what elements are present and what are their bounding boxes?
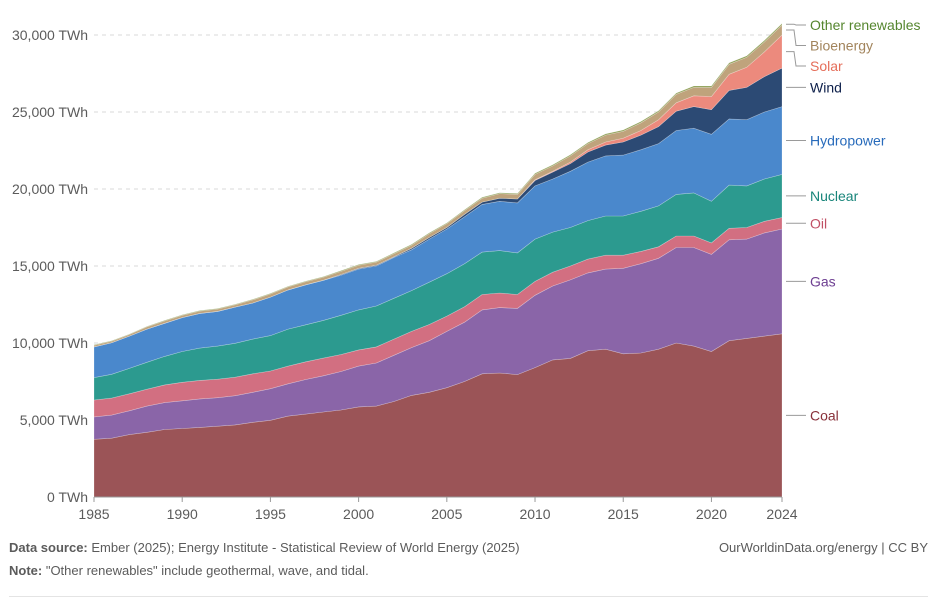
area-nuclear <box>93 174 783 401</box>
area-hydropower <box>93 106 783 378</box>
footer-divider <box>9 596 928 597</box>
legend-label-hydropower: Hydropower <box>810 132 886 148</box>
x-tick-label: 1985 <box>78 506 109 522</box>
data-source-label: Data source: <box>9 540 88 555</box>
y-tick-label: 0 TWh <box>47 489 88 505</box>
note-label: Note: <box>9 563 43 578</box>
x-tick-label: 2010 <box>519 506 550 522</box>
legend-connector <box>786 23 806 26</box>
y-tick-label: 30,000 TWh <box>12 27 88 43</box>
legend-label-bioenergy: Bioenergy <box>810 38 873 54</box>
x-tick-label: 2024 <box>766 506 797 522</box>
y-tick-label: 5,000 TWh <box>20 412 88 428</box>
legend-label-gas: Gas <box>810 273 836 289</box>
x-tick-label: 1995 <box>255 506 286 522</box>
legend-label-oil: Oil <box>810 215 827 231</box>
note-text: "Other renewables" include geothermal, w… <box>42 563 369 578</box>
legend-label-wind: Wind <box>810 79 842 95</box>
legend-label-coal: Coal <box>810 407 839 423</box>
series-areas <box>93 22 783 498</box>
area-other-renewables <box>93 22 783 346</box>
credit-link[interactable]: OurWorldinData.org/energy | CC BY <box>718 540 928 555</box>
legend-label-solar: Solar <box>810 58 843 74</box>
y-tick-label: 15,000 TWh <box>12 258 88 274</box>
legend-label-nuclear: Nuclear <box>810 188 859 204</box>
x-tick-label: 2005 <box>431 506 462 522</box>
area-wind <box>93 67 783 348</box>
x-tick-label: 2000 <box>343 506 374 522</box>
legend-connector <box>786 29 806 46</box>
x-tick-label: 2020 <box>696 506 727 522</box>
y-tick-label: 10,000 TWh <box>12 335 88 351</box>
y-tick-label: 25,000 TWh <box>12 104 88 120</box>
y-axis-ticks: 0 TWh 5,000 TWh 10,000 TWh 15,000 TWh 20,000… <box>12 27 88 505</box>
data-source: Data source: Ember (2025); Energy Instit… <box>9 540 520 555</box>
x-tick-label: 2015 <box>608 506 639 522</box>
data-source-text: Ember (2025); Energy Institute - Statist… <box>87 540 520 555</box>
x-axis-ticks: 1985 1990 1995 2000 2005 2010 2015 2020 2024 <box>78 497 798 522</box>
area-gas <box>93 228 783 440</box>
y-tick-label: 20,000 TWh <box>12 181 88 197</box>
area-solar <box>93 34 783 348</box>
legend-label-other-renewables: Other renewables <box>810 17 921 33</box>
legend-connector <box>786 51 806 67</box>
legend: Other renewables Bioenergy Solar Wind Hydrop… <box>786 17 921 423</box>
x-tick-label: 1990 <box>167 506 198 522</box>
stacked-area-chart: 0 TWh 5,000 TWh 10,000 TWh 15,000 TWh 20,000… <box>12 17 921 522</box>
chart-note: Note: "Other renewables" include geother… <box>9 563 369 578</box>
